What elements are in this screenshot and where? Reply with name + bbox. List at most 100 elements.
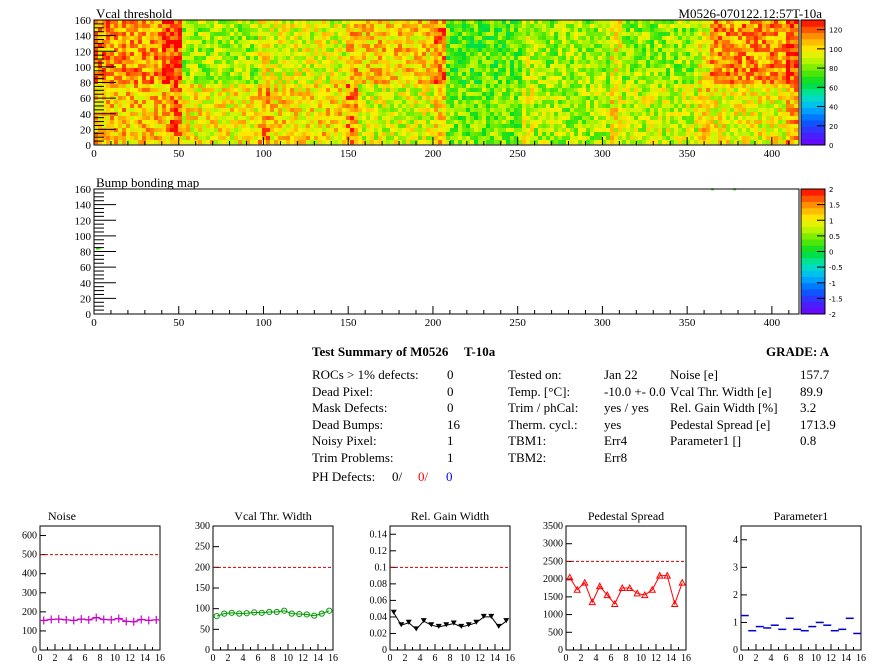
vcal-map-cell <box>294 124 299 129</box>
vcal-map-cell <box>574 28 579 33</box>
vcal-map-cell <box>214 28 219 33</box>
vcal-map-cell <box>426 100 431 105</box>
vcal-map-cell <box>674 40 679 45</box>
vcal-map-cell <box>646 28 651 33</box>
vcal-map-cell <box>194 28 199 33</box>
vcal-map-cell <box>530 76 535 81</box>
vcal-map-cell <box>582 84 587 89</box>
vcal-map-cell <box>738 24 743 29</box>
vcal-map-cell <box>606 92 611 97</box>
vcal-map-cell <box>218 124 223 129</box>
vcal-map-cell <box>326 40 331 45</box>
vcal-map-cell <box>178 72 183 77</box>
vcal-map-cell <box>230 124 235 129</box>
vcal-map-cell <box>354 28 359 33</box>
vcal-map-cell <box>622 32 627 37</box>
vcal-map-cell <box>178 48 183 53</box>
vcal-map-cell <box>322 68 327 73</box>
vcal-map-cell <box>402 56 407 61</box>
vcal-map-cell <box>282 88 287 93</box>
vcal-map-cell <box>222 64 227 69</box>
vcal-map-cell <box>446 72 451 77</box>
vcal-map-cell <box>566 32 571 37</box>
vcal-map-cell <box>578 128 583 133</box>
vcal-map-cell <box>626 84 631 89</box>
vcal-map-cell <box>750 64 755 69</box>
vcal-map-cell <box>134 96 139 101</box>
vcal-map-cell <box>194 76 199 81</box>
vcal-map-cell <box>594 24 599 29</box>
vcal-map-cell <box>790 80 795 85</box>
vcal-map-cell <box>662 56 667 61</box>
vcal-map-cell <box>206 28 211 33</box>
vcal-map-cell <box>170 96 175 101</box>
vcal-map-cell <box>238 44 243 49</box>
vcal-map-cell <box>754 124 759 129</box>
vcal-map-cell <box>258 108 263 113</box>
vcal-map-cell <box>782 96 787 101</box>
vcal-map-cell <box>370 76 375 81</box>
vcal-map-cell <box>614 108 619 113</box>
vcal-map-cell <box>302 52 307 57</box>
vcal-map-cell <box>370 124 375 129</box>
vcal-map-cell <box>438 100 443 105</box>
vcal-map-cell <box>462 100 467 105</box>
vcal-map-cell <box>642 64 647 69</box>
vcal-map-cell <box>474 32 479 37</box>
vcal-map-cell <box>386 88 391 93</box>
vcal-map-cell <box>226 56 231 61</box>
vcal-map-cell <box>610 60 615 65</box>
vcal-map-cell <box>658 112 663 117</box>
vcal-map-cell <box>526 116 531 121</box>
vcal-map-cell <box>434 128 439 133</box>
vcal-map-cell <box>698 68 703 73</box>
vcal-map-cell <box>578 108 583 113</box>
vcal-map-cell <box>718 116 723 121</box>
vcal-map-cell <box>146 68 151 73</box>
vcal-map-cell <box>702 28 707 33</box>
vcal-map-cell <box>510 28 515 33</box>
vcal-map-cell <box>754 24 759 29</box>
vcal-map-cell <box>742 32 747 37</box>
vcal-map-cell <box>722 104 727 109</box>
vcal-map-cell <box>430 84 435 89</box>
vcal-map-cell <box>198 32 203 37</box>
vcal-map-cell <box>730 116 735 121</box>
vcal-map-cell <box>178 128 183 133</box>
vcal-map-cell <box>706 76 711 81</box>
vcal-map-cell <box>250 56 255 61</box>
vcal-map-cell <box>786 128 791 133</box>
vcal-map-cell <box>438 32 443 37</box>
vcal-map-cell <box>174 52 179 57</box>
vcal-map-cell <box>218 32 223 37</box>
vcal-map-cell <box>542 80 547 85</box>
vcal-map-cell <box>538 100 543 105</box>
vcal-map-cell <box>750 72 755 77</box>
vcal-map-cell <box>306 80 311 85</box>
vcal-map-cell <box>450 40 455 45</box>
vcal-map-cell <box>522 88 527 93</box>
vcal-map-cell <box>134 100 139 105</box>
vcal-map-cell <box>518 40 523 45</box>
vcal-map-cell <box>174 92 179 97</box>
vcal-map-cell <box>426 44 431 49</box>
vcal-map-cell <box>290 84 295 89</box>
vcal-map-cell <box>374 124 379 129</box>
vcal-map-cell <box>350 80 355 85</box>
vcal-map-cell <box>158 104 163 109</box>
vcal-map-cell <box>258 104 263 109</box>
vcal-map-cell <box>550 116 555 121</box>
vcal-map-cell <box>558 64 563 69</box>
vcal-map-cell <box>446 120 451 125</box>
vcal-map-cell <box>382 116 387 121</box>
vcal-map-cell <box>586 68 591 73</box>
vcal-map-cell <box>710 108 715 113</box>
vcal-map-cell <box>402 88 407 93</box>
vcal-map-cell <box>362 120 367 125</box>
vcal-map-cell <box>742 96 747 101</box>
vcal-map-cell <box>654 64 659 69</box>
vcal-map-cell <box>338 44 343 49</box>
vcal-map-cell <box>634 76 639 81</box>
vcal-map-cell <box>174 60 179 65</box>
vcal-map-cell <box>582 56 587 61</box>
